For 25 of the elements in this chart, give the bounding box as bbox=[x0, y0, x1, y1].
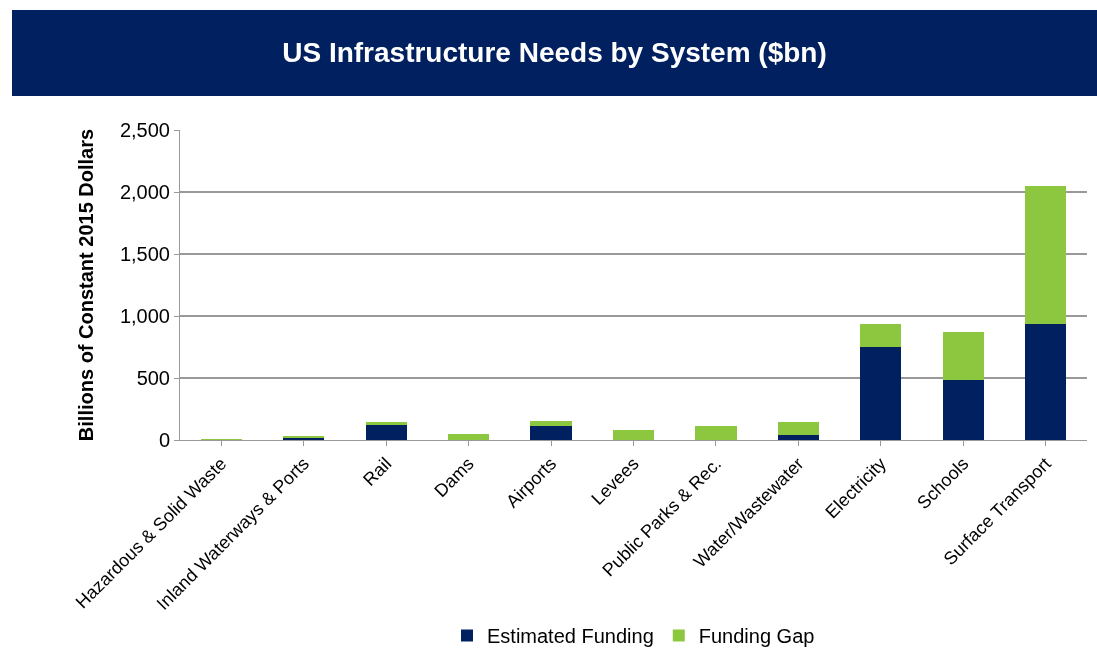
bar bbox=[530, 420, 572, 427]
x-tick-label: Rail bbox=[359, 453, 396, 490]
bar bbox=[860, 324, 902, 347]
y-axis-title: Billions of Constant 2015 Dollars bbox=[75, 128, 98, 442]
y-tick-label: 500 bbox=[136, 367, 170, 389]
chart-title: US Infrastructure Needs by System ($bn) bbox=[12, 10, 1097, 96]
y-tick-label: 0 bbox=[158, 429, 170, 451]
y-tick-label: 1,500 bbox=[119, 243, 170, 265]
bar bbox=[612, 430, 655, 440]
legend-label: Estimated Funding bbox=[487, 625, 654, 648]
bar bbox=[777, 434, 820, 440]
bar bbox=[777, 421, 820, 435]
bar bbox=[447, 434, 490, 440]
bar bbox=[942, 379, 984, 440]
y-tick-label: 1,000 bbox=[119, 305, 170, 327]
bar bbox=[1025, 323, 1067, 440]
bar bbox=[530, 426, 572, 440]
bar bbox=[1025, 186, 1067, 324]
bar bbox=[365, 425, 407, 440]
y-tick-label: 2,500 bbox=[119, 119, 170, 141]
bar bbox=[942, 332, 984, 380]
bar bbox=[695, 426, 737, 440]
bar bbox=[860, 346, 902, 440]
y-tick-label: 2,000 bbox=[119, 181, 170, 203]
legend-label: Funding Gap bbox=[698, 625, 815, 648]
